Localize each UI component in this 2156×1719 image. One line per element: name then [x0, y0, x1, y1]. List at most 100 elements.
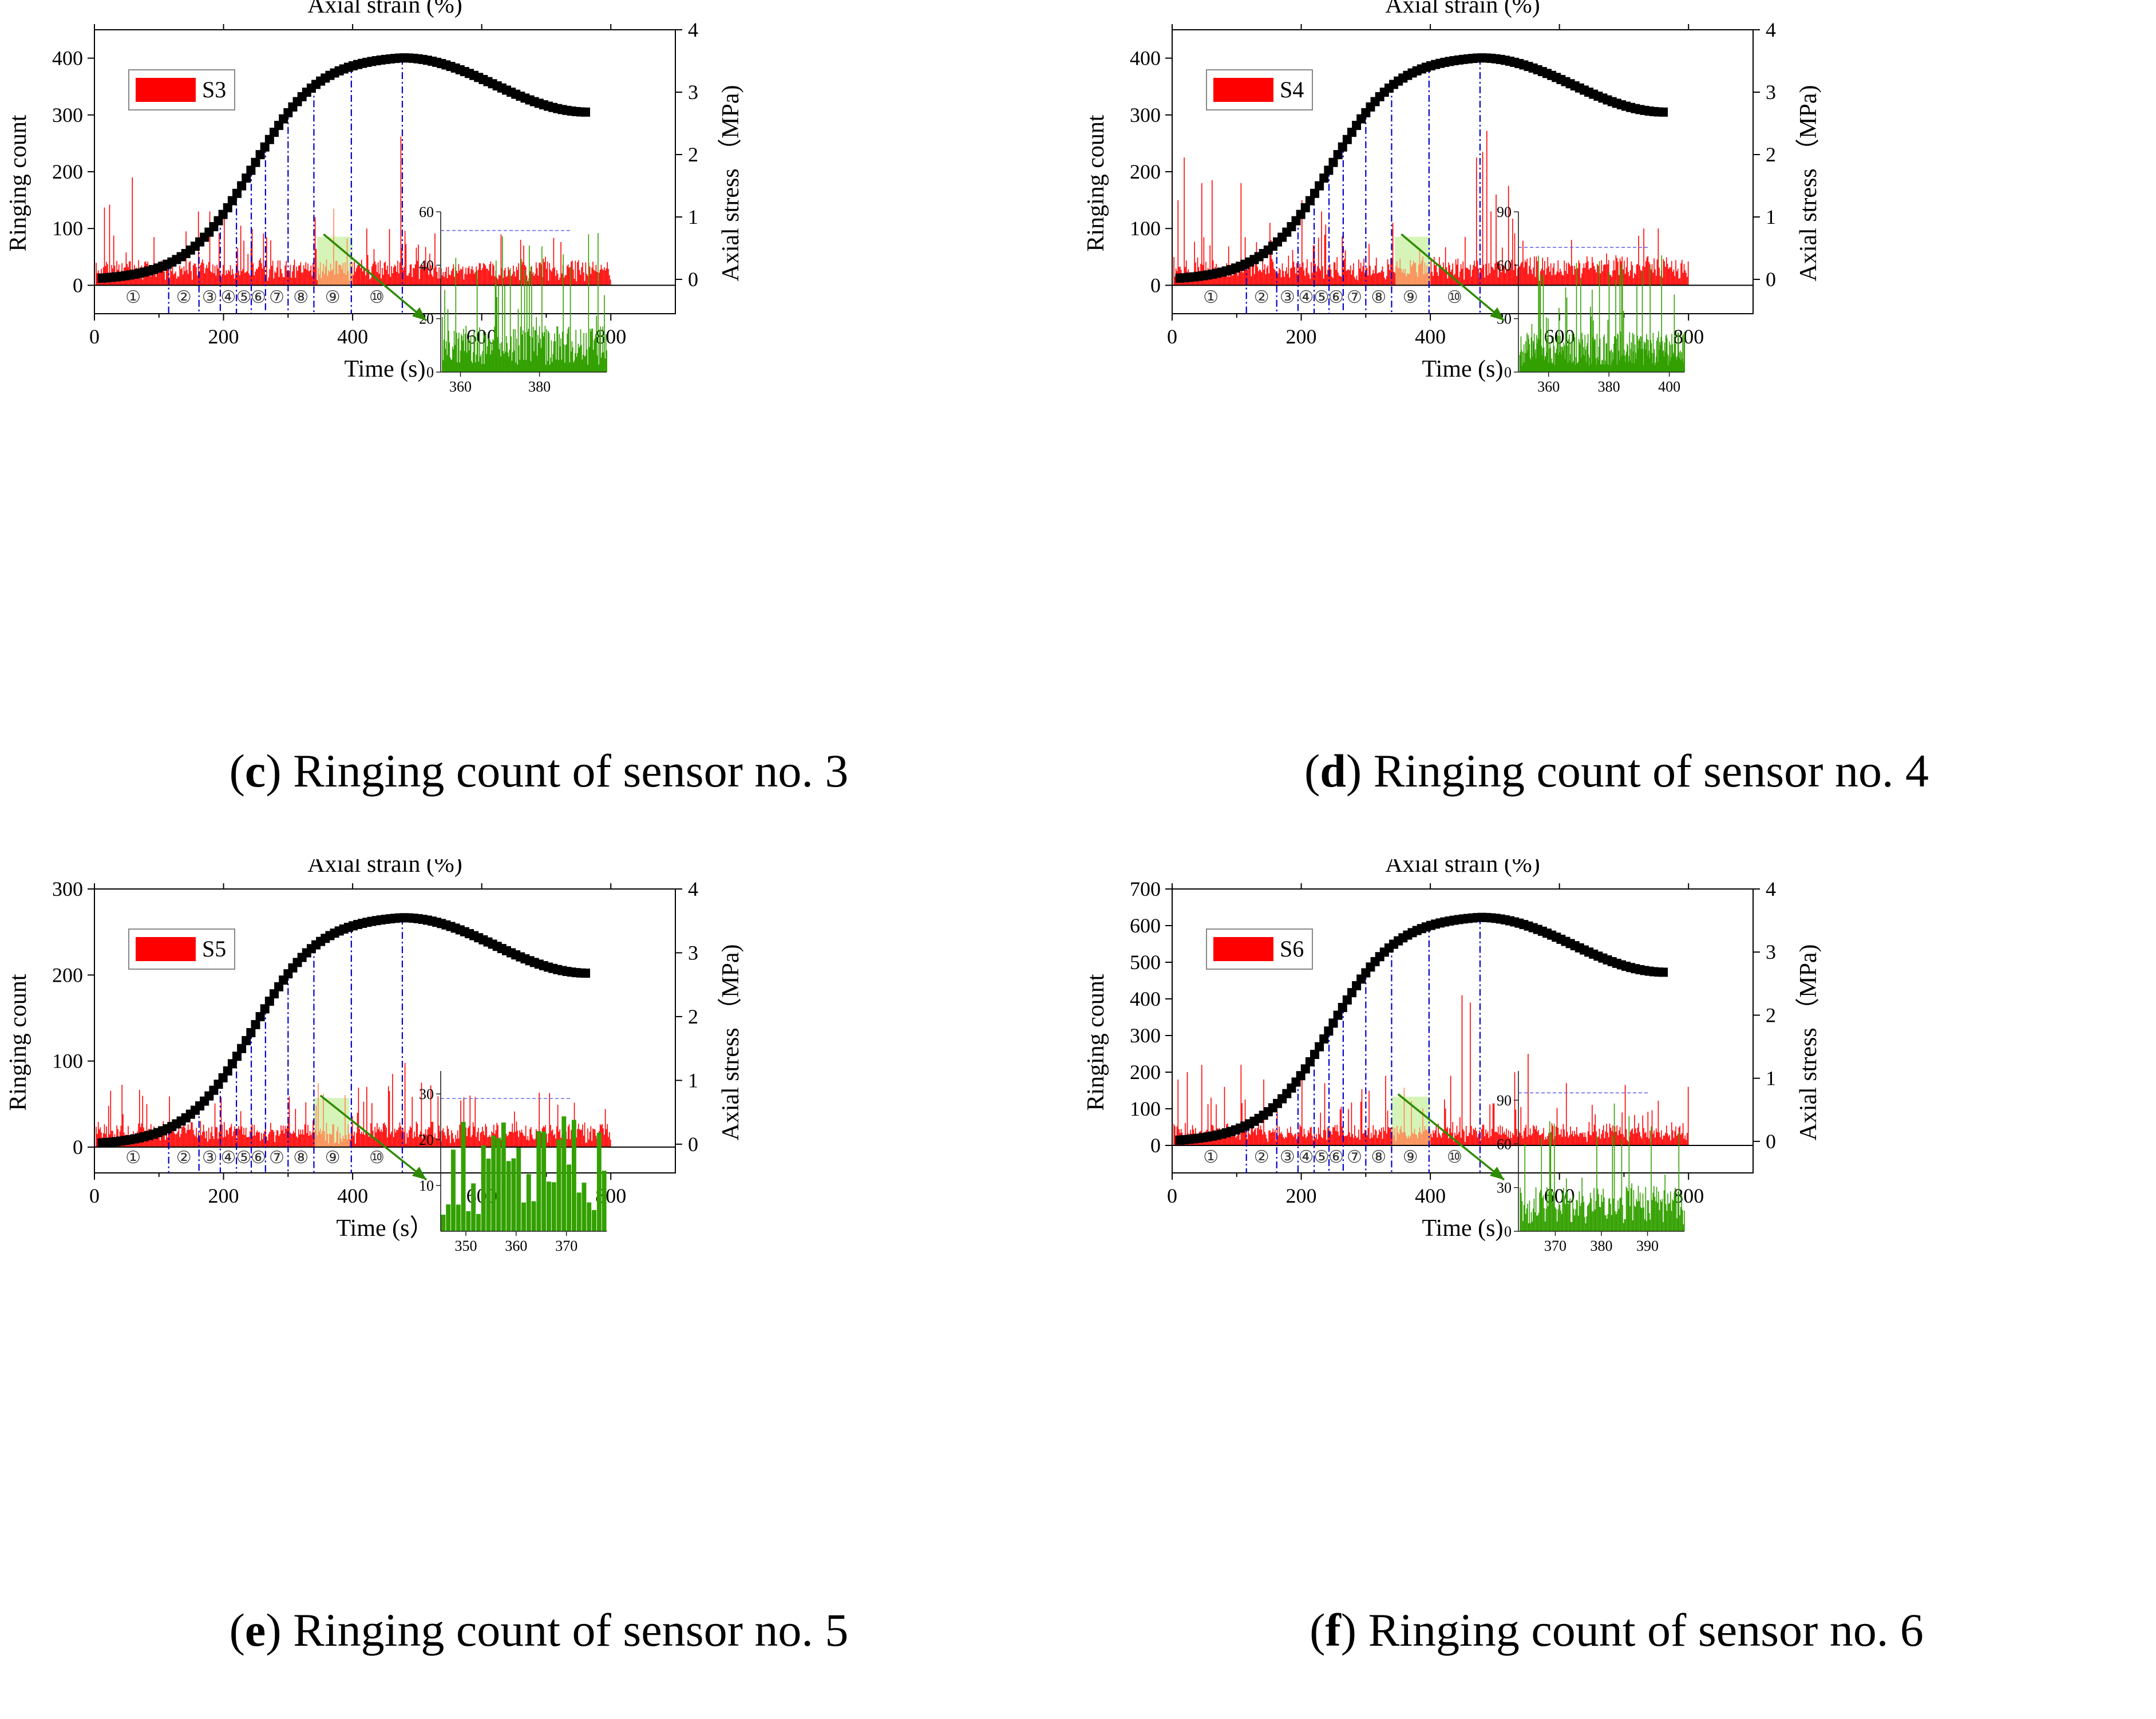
chd-bar	[1561, 275, 1563, 286]
chf-bar	[1612, 1125, 1613, 1145]
chc-bar	[264, 266, 265, 286]
chd-bar	[1277, 273, 1279, 286]
che-bar	[557, 1104, 559, 1147]
chf-bar	[1326, 1140, 1327, 1145]
che-bar	[324, 1131, 325, 1147]
chf-bar	[1353, 1137, 1354, 1145]
chd-bar	[1280, 277, 1282, 286]
chd-y-tick-label: 200	[1130, 160, 1161, 183]
chf-bar	[1314, 1133, 1315, 1145]
chf-bar	[1682, 1133, 1683, 1145]
chc-bar	[267, 280, 268, 286]
che-inset-bar	[476, 1214, 481, 1231]
chd-inset-bar	[1595, 358, 1597, 372]
chc-bar	[573, 279, 575, 286]
che-bar	[276, 1129, 278, 1147]
chc-bar	[188, 262, 190, 286]
chc-inset-bar	[565, 344, 567, 372]
chd-inset-bar	[1604, 364, 1605, 372]
chd-bar	[1646, 257, 1648, 286]
che-bar	[524, 1136, 525, 1147]
chd-bar	[1397, 261, 1398, 286]
chf-stress-point	[1310, 1049, 1320, 1059]
che-bar	[268, 1134, 270, 1147]
chd-bar	[1283, 271, 1284, 286]
che-bar	[509, 1131, 510, 1147]
chd-bar	[1271, 259, 1273, 286]
chd-bar	[1667, 263, 1668, 286]
che-bar	[345, 1135, 347, 1147]
chd-bar	[1339, 276, 1341, 286]
chd-stage-label: ②	[1254, 287, 1269, 307]
chf-bar	[1318, 1127, 1319, 1145]
chd-bar	[1496, 194, 1497, 286]
chc-inset-bar	[482, 351, 484, 372]
che-bar	[232, 1136, 234, 1147]
chc-bar	[385, 261, 386, 286]
chf-bar	[1185, 1123, 1186, 1145]
chf-bar	[1371, 1137, 1373, 1145]
chd-inset-bar	[1531, 323, 1533, 372]
che-bar	[527, 1136, 529, 1147]
chf-bar	[1565, 1136, 1566, 1145]
che-stage-label: ①	[125, 1148, 141, 1168]
chc-bar	[472, 266, 473, 286]
chc-bar	[462, 266, 464, 286]
che-bar	[369, 1135, 371, 1147]
chd-inset-bar	[1537, 338, 1538, 372]
chc-bar	[369, 279, 371, 286]
chd-inset-bar	[1653, 353, 1655, 372]
chf-inset-bar	[1666, 1211, 1668, 1231]
chc-bar	[341, 269, 343, 286]
chc-inset-bar	[588, 347, 590, 372]
chc-stress-point	[223, 203, 232, 212]
chf-bar	[1668, 1136, 1670, 1145]
chf-bar	[1186, 1072, 1188, 1145]
chd-bar	[1290, 268, 1291, 286]
chf-inset-bar	[1669, 1203, 1671, 1231]
chf-bar	[1471, 1135, 1473, 1145]
che-inset-bar	[556, 1139, 561, 1231]
chf-inset-bar	[1589, 1193, 1591, 1231]
chf-bar	[1496, 1131, 1497, 1145]
chd-bar	[1184, 157, 1185, 286]
chd-inset-bar	[1648, 350, 1649, 372]
che-bar	[299, 1134, 300, 1147]
chd-inset-bar	[1540, 274, 1541, 372]
che-inset-bar	[516, 1147, 521, 1231]
chf-inset-bar	[1570, 1222, 1572, 1231]
che-bar	[349, 1133, 350, 1147]
chc-bar	[374, 261, 376, 286]
chc-bar	[604, 267, 605, 286]
chf-bar	[1686, 1140, 1687, 1145]
che-bar	[189, 1129, 191, 1147]
chc-bar	[450, 271, 452, 286]
chc-inset-bar	[522, 330, 524, 372]
che-bar	[116, 1125, 117, 1147]
chc-y2-tick-label: 1	[688, 206, 698, 228]
chf-bar	[1544, 1140, 1545, 1145]
chc-bar	[140, 278, 141, 286]
chd-inset-bar	[1647, 355, 1648, 372]
che-bar	[339, 1133, 341, 1147]
chc-bar	[505, 276, 507, 286]
chd-bar	[1593, 266, 1595, 286]
chf-bar	[1443, 1130, 1444, 1145]
chd-bar	[1411, 266, 1412, 286]
chd-bar	[1311, 262, 1312, 286]
chf-bar	[1380, 1131, 1381, 1145]
chf-bar	[1317, 1139, 1318, 1145]
chc-bar	[182, 274, 184, 286]
che-bar	[251, 1124, 253, 1147]
chf-inset-bar	[1572, 1195, 1573, 1231]
chf-bar	[1225, 1135, 1227, 1145]
chc-bar	[435, 266, 437, 286]
che-bar	[472, 1135, 473, 1147]
chd-bar	[1680, 263, 1682, 286]
chc-inset-bar	[509, 268, 511, 372]
chd-bar	[1675, 260, 1676, 286]
chf-bar	[1224, 1086, 1225, 1145]
chc-bar	[558, 280, 560, 286]
chc-bar	[224, 204, 225, 286]
chc-bar	[428, 274, 429, 286]
